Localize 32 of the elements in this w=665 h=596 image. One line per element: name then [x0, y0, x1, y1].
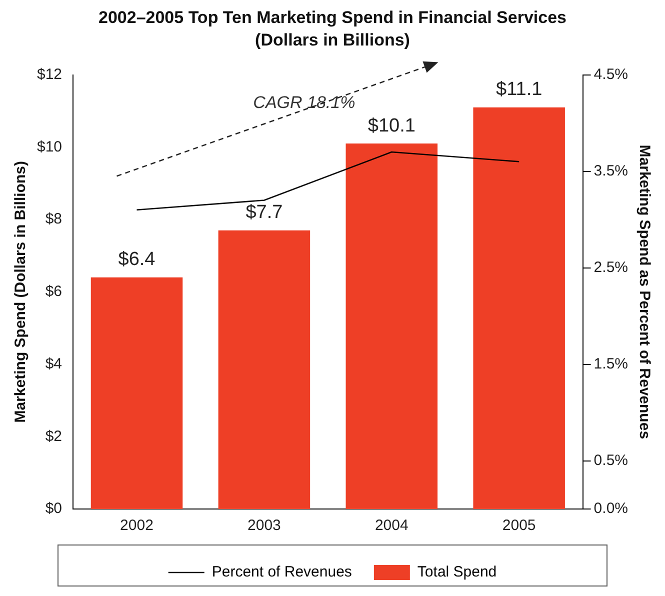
chart-title: 2002–2005 Top Ten Marketing Spend in Financial Services	[98, 8, 566, 27]
y-tick-label: $12	[36, 66, 62, 83]
bar	[218, 230, 310, 509]
y2-axis-title: Marketing Spend as Percent of Revenues	[636, 144, 653, 440]
y-tick-label: $6	[45, 283, 62, 300]
y2-tick-label: 2.5%	[594, 258, 628, 276]
bar	[473, 107, 565, 509]
bar	[346, 144, 438, 509]
data-label: $10.1	[368, 115, 416, 136]
y2-tick-label: 0.5%	[594, 452, 628, 469]
y2-tick-label: 3.5%	[594, 162, 628, 180]
bar	[90, 277, 183, 509]
y-tick-label: $2	[45, 428, 62, 445]
x-tick-label: 2004	[374, 517, 408, 534]
data-label: $6.4	[118, 249, 156, 270]
x-tick-label: 2005	[502, 517, 536, 534]
y2-tick-label: 0.0%	[594, 500, 628, 518]
y-tick-label: $4	[45, 355, 62, 372]
x-tick-label: 2002	[120, 517, 154, 534]
y-tick-label: $8	[45, 210, 62, 228]
annotation: CAGR 18.1%	[253, 93, 356, 112]
y2-tick-label: 4.5%	[594, 66, 628, 83]
y-axis-title: Marketing Spend (Dollars in Billions)	[12, 161, 30, 423]
y-tick-label: $10	[36, 138, 62, 156]
legend-label: Total Spend	[417, 564, 497, 581]
data-label: $11.1	[496, 79, 542, 100]
x-tick-label: 2003	[248, 517, 281, 534]
y2-tick-label: 1.5%	[594, 355, 628, 372]
chart-subtitle: (Dollars in Billions)	[255, 30, 410, 50]
data-label: $7.7	[246, 202, 283, 224]
legend-label: Percent of Revenues	[212, 564, 352, 581]
y-tick-label: $0	[45, 500, 62, 518]
